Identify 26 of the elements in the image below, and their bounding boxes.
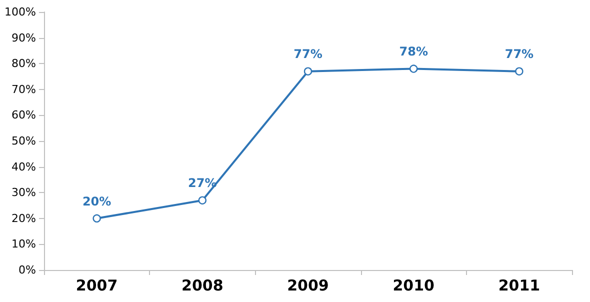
y-tick-label: 10%	[12, 238, 36, 251]
y-tick-label: 80%	[12, 57, 36, 70]
point	[92, 214, 101, 222]
data-label: 20%	[82, 194, 112, 208]
y-tick-label: 100%	[4, 6, 36, 18]
point	[198, 196, 206, 204]
x-tick-label: 2011	[498, 276, 540, 294]
x-tick-label: 2009	[287, 276, 329, 294]
y-tick-label: 70%	[12, 82, 36, 96]
y-tick-label: 30%	[12, 186, 36, 200]
data-label: 77%	[294, 47, 322, 62]
point	[515, 67, 524, 76]
x-tick-label: 2010	[392, 276, 434, 294]
data-label: 78%	[399, 44, 428, 59]
point	[410, 64, 418, 73]
data-label: 27%	[188, 176, 217, 190]
y-tick-label: 90%	[12, 31, 36, 44]
y-tick-label: 60%	[12, 108, 36, 122]
y-tick-label: 40%	[12, 160, 36, 174]
y-tick-label: 0%	[18, 264, 36, 276]
data-label: 77%	[504, 47, 534, 62]
y-tick-label: 20%	[12, 212, 36, 225]
point	[304, 67, 312, 76]
x-tick-label: 2007	[76, 276, 118, 294]
y-tick-label: 50%	[12, 134, 36, 148]
x-tick-label: 2008	[182, 276, 224, 294]
